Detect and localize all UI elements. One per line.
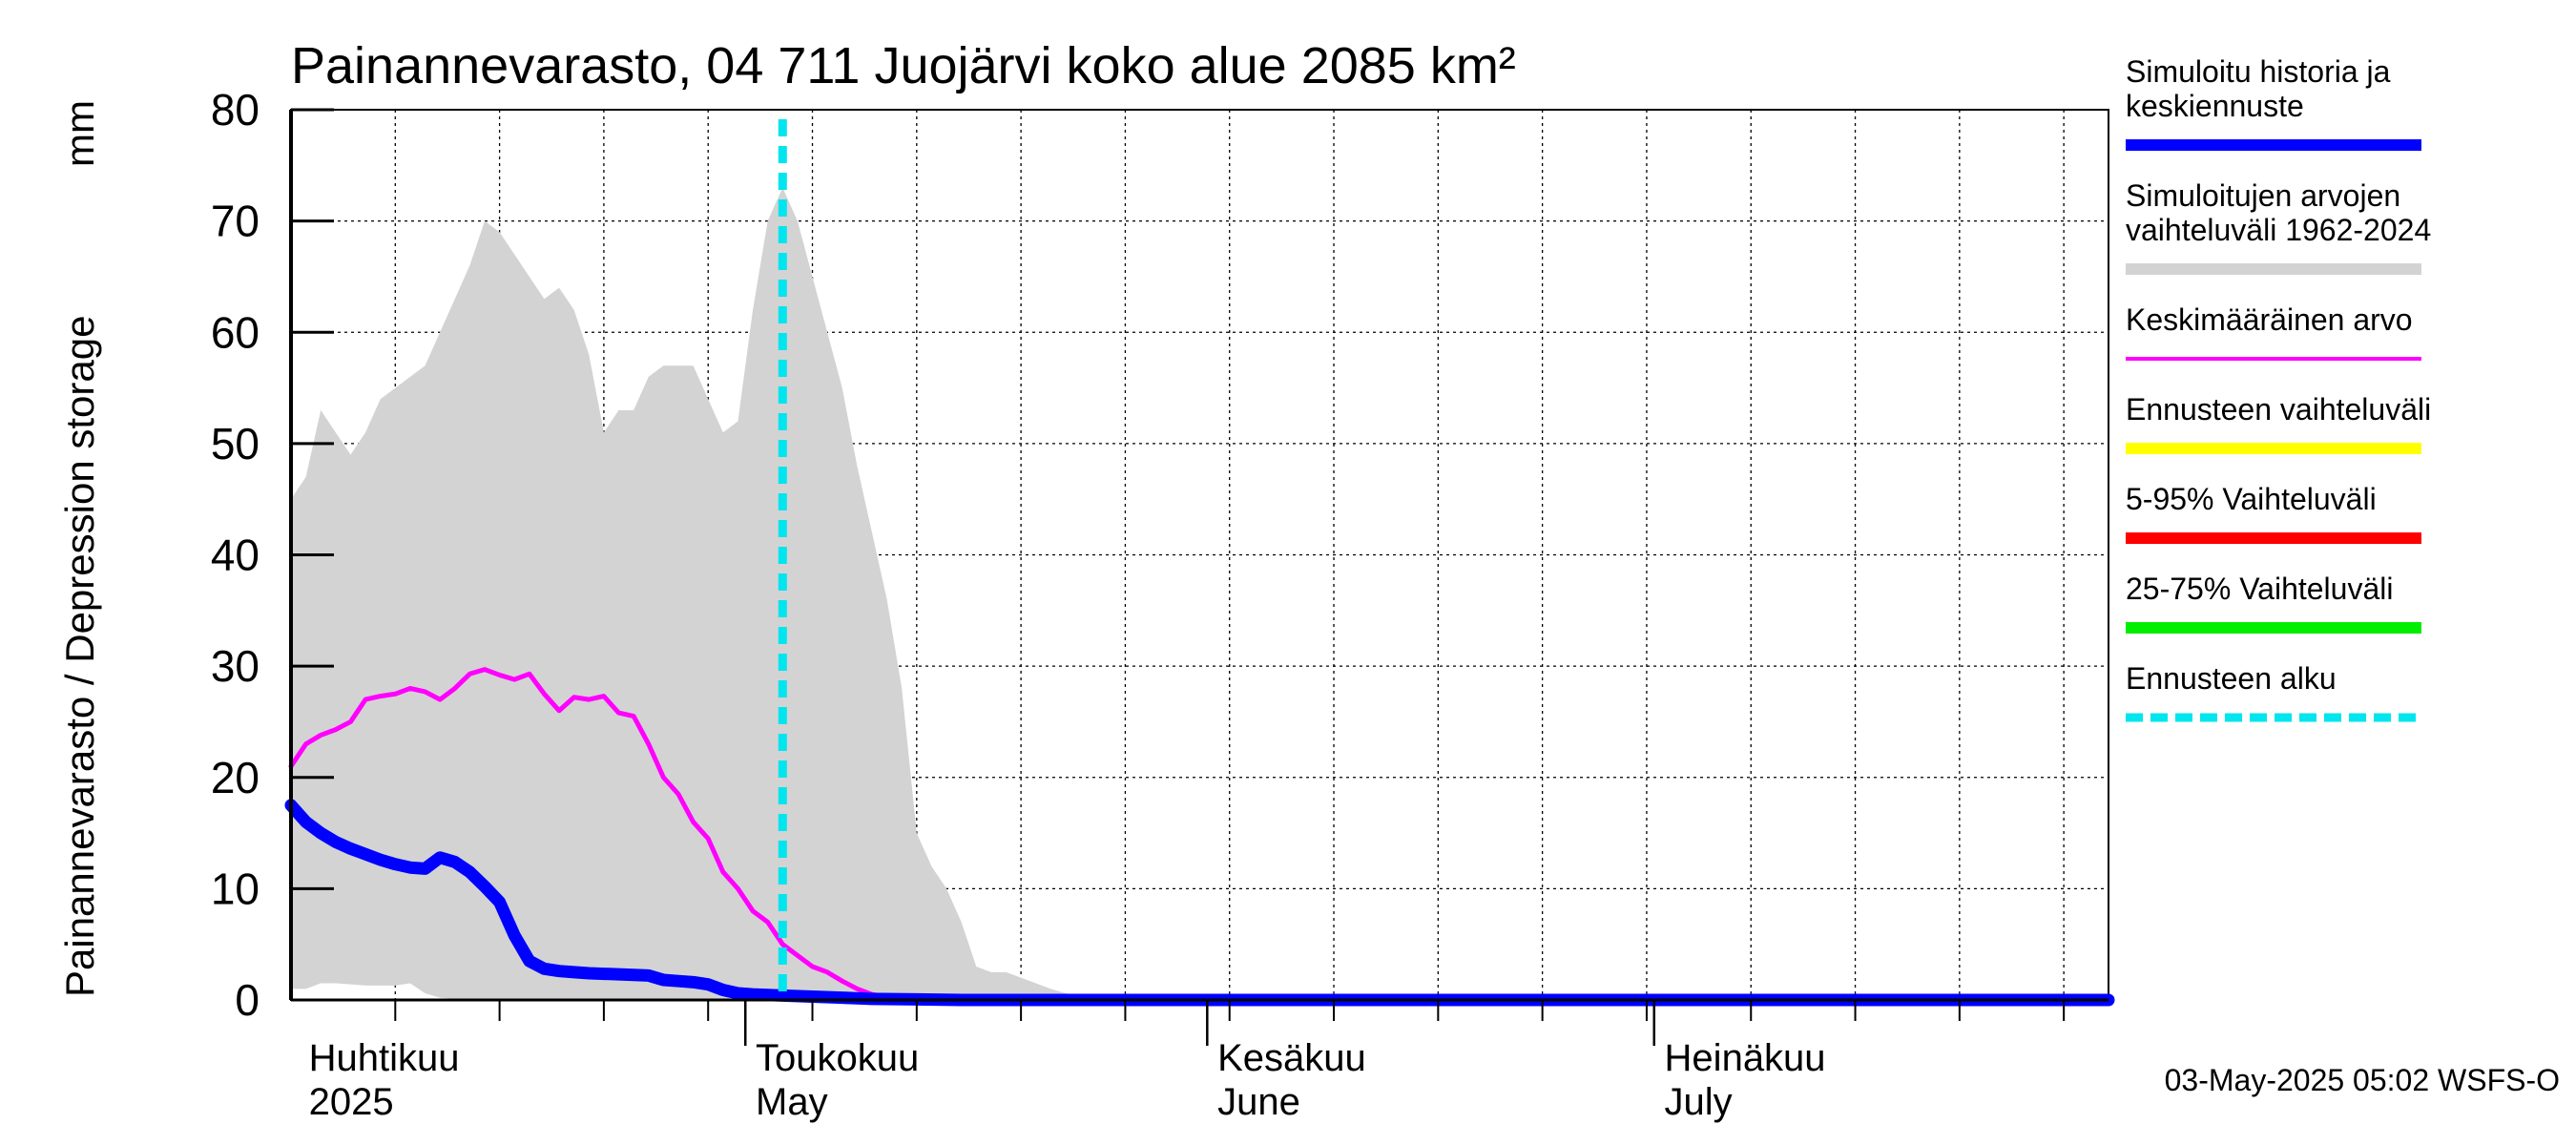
x-month-sublabel: July bbox=[1665, 1081, 1733, 1123]
y-tick-label: 80 bbox=[211, 85, 260, 135]
x-month-label: Huhtikuu bbox=[309, 1037, 460, 1079]
y-tick-label: 30 bbox=[211, 641, 260, 691]
legend-label: Ennusteen alku bbox=[2126, 661, 2337, 696]
y-tick-label: 20 bbox=[211, 753, 260, 802]
chart-title: Painannevarasto, 04 711 Juojärvi koko al… bbox=[291, 37, 1516, 94]
y-tick-label: 10 bbox=[211, 864, 260, 913]
legend-item: Keskimääräinen arvo bbox=[2126, 302, 2421, 361]
legend-item: Ennusteen alku bbox=[2126, 661, 2421, 722]
x-month-label: Toukokuu bbox=[756, 1037, 919, 1079]
y-tick-label: 70 bbox=[211, 197, 260, 246]
y-axis-unit: mm bbox=[57, 100, 102, 167]
x-month-label: Kesäkuu bbox=[1217, 1037, 1366, 1079]
legend-label: Simuloitujen arvojen bbox=[2126, 178, 2400, 213]
y-tick-label: 0 bbox=[235, 975, 260, 1025]
legend-label: 5-95% Vaihteluväli bbox=[2126, 482, 2377, 516]
legend-label: keskiennuste bbox=[2126, 89, 2304, 123]
timestamp: 03-May-2025 05:02 WSFS-O bbox=[2165, 1063, 2560, 1097]
legend-label: Simuloitu historia ja bbox=[2126, 54, 2391, 89]
y-tick-label: 50 bbox=[211, 419, 260, 468]
y-tick-label: 60 bbox=[211, 307, 260, 357]
x-month-sublabel: May bbox=[756, 1081, 828, 1123]
y-tick-label: 40 bbox=[211, 531, 260, 580]
simulated-line bbox=[284, 799, 2115, 1007]
x-month-label: Heinäkuu bbox=[1665, 1037, 1826, 1079]
x-month-sublabel: June bbox=[1217, 1081, 1300, 1123]
mean-line bbox=[288, 667, 2111, 1001]
legend-item: 25-75% Vaihteluväli bbox=[2126, 572, 2421, 634]
legend-item: Ennusteen vaihteluväli bbox=[2126, 392, 2431, 454]
legend: Simuloitu historia jakeskiennusteSimuloi… bbox=[2126, 54, 2431, 722]
legend-label: Keskimääräinen arvo bbox=[2126, 302, 2413, 337]
range-band bbox=[291, 187, 2109, 1000]
legend-label: Ennusteen vaihteluväli bbox=[2126, 392, 2431, 427]
y-axis-label: Painannevarasto / Depression storage bbox=[57, 316, 102, 997]
legend-label: vaihteluväli 1962-2024 bbox=[2126, 213, 2431, 247]
legend-item: 5-95% Vaihteluväli bbox=[2126, 482, 2421, 544]
x-month-sublabel: 2025 bbox=[309, 1081, 394, 1123]
legend-label: 25-75% Vaihteluväli bbox=[2126, 572, 2393, 606]
